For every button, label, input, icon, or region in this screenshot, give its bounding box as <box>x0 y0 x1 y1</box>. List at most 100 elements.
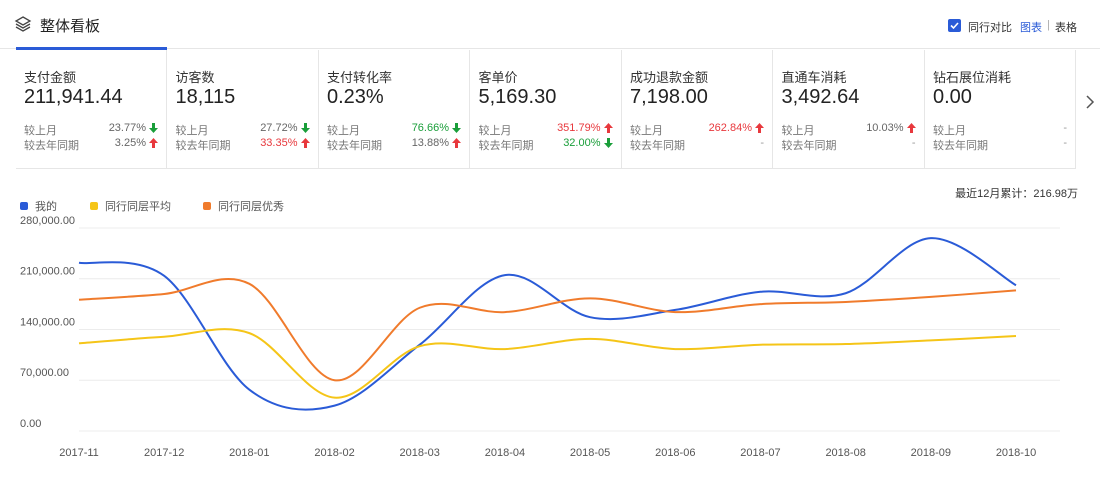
change-value-wrap: 23.77% <box>109 122 158 134</box>
change-row: 较去年同期 - <box>933 137 1067 152</box>
x-tick-label: 2018-06 <box>655 447 695 459</box>
change-value-wrap: 76.66% <box>412 122 461 134</box>
change-value: 33.35% <box>260 137 298 149</box>
change-row: 较去年同期 33.35% <box>175 137 310 152</box>
trend-arrow <box>149 123 158 133</box>
x-tick-label: 2018-04 <box>485 447 525 459</box>
change-value: 32.00% <box>563 137 601 149</box>
x-tick-label: 2018-05 <box>570 447 610 459</box>
header-divider <box>0 48 1100 49</box>
change-label: 较上月 <box>933 125 966 137</box>
metric-card[interactable]: 访客数 18,115 较上月 27.72% 较去年同期 33.35% <box>168 50 319 168</box>
view-separator: | <box>1047 19 1050 31</box>
metric-card[interactable]: 客单价 5,169.30 较上月 351.79% 较去年同期 32.00% <box>471 50 622 168</box>
change-value-wrap: 32.00% <box>563 137 613 149</box>
trend-arrow <box>149 138 158 148</box>
trend-arrow-shape <box>755 123 764 133</box>
trend-arrow-shape <box>452 123 461 133</box>
card-title: 支付金额 <box>24 70 77 85</box>
card-value: 3,492.64 <box>781 86 860 108</box>
card-title: 客单价 <box>478 70 518 85</box>
change-value-wrap: 3.25% <box>115 137 158 149</box>
compare-label[interactable]: 同行对比 <box>968 22 1012 34</box>
card-title: 支付转化率 <box>327 70 393 85</box>
change-value-wrap: - <box>1063 137 1067 149</box>
card-value: 5,169.30 <box>478 86 557 108</box>
card-value: 18,115 <box>175 86 236 108</box>
legend-label: 同行同层平均 <box>105 200 171 213</box>
change-row: 较上月 262.84% <box>630 122 764 137</box>
change-value-wrap: - <box>760 137 764 149</box>
change-value: 3.25% <box>114 137 146 149</box>
x-tick-label: 2018-09 <box>911 447 951 459</box>
x-tick-label: 2018-10 <box>996 447 1036 459</box>
change-value: 76.66% <box>411 122 449 134</box>
change-row: 较去年同期 32.00% <box>478 137 613 152</box>
trend-arrow-shape <box>300 123 310 133</box>
next-arrow[interactable] <box>1084 94 1096 110</box>
change-label: 较上月 <box>781 125 815 137</box>
trend-arrow-shape <box>300 138 310 148</box>
change-value-wrap: 351.79% <box>557 122 613 134</box>
change-label: 较上月 <box>327 125 360 137</box>
y-tick-label: 280,000.00 <box>20 215 75 227</box>
card-value: 7,198.00 <box>630 86 708 108</box>
change-value-wrap: 262.84% <box>709 122 764 134</box>
change-value-wrap: 33.35% <box>260 137 310 149</box>
change-value-wrap: 27.72% <box>260 122 310 134</box>
change-label: 较上月 <box>630 125 663 137</box>
change-value: - <box>911 137 916 149</box>
trend-arrow <box>906 123 916 133</box>
metric-card[interactable]: 钻石展位消耗 0.00 较上月 - 较去年同期 - <box>925 50 1076 168</box>
legend-swatch <box>20 202 28 210</box>
series-line <box>78 237 1017 411</box>
card-value: 211,941.44 <box>24 86 123 108</box>
metric-card[interactable]: 直通车消耗 3,492.64 较上月 10.03% 较去年同期 - <box>774 50 925 168</box>
x-tick-label: 2018-08 <box>825 447 865 459</box>
change-row: 较去年同期 3.25% <box>24 137 158 152</box>
legend-swatch <box>203 202 211 210</box>
x-tick-label: 2018-03 <box>400 447 440 459</box>
series-line <box>78 278 1017 382</box>
chart-view-link[interactable]: 图表 <box>1020 22 1042 34</box>
trend-arrow <box>603 123 613 133</box>
change-row: 较去年同期 - <box>782 137 916 152</box>
change-row: 较上月 76.66% <box>327 122 461 137</box>
x-tick-label: 2018-01 <box>229 447 269 459</box>
change-value: 13.88% <box>411 137 449 149</box>
x-tick-label: 2018-07 <box>740 447 780 459</box>
layers-icon <box>14 16 32 32</box>
trend-arrow <box>603 138 613 148</box>
series-line <box>78 328 1017 399</box>
card-value: 0.00 <box>933 86 972 108</box>
legend-swatch <box>90 202 98 210</box>
trend-arrow <box>300 123 310 133</box>
legend-label: 同行同层优秀 <box>218 200 284 213</box>
change-label: 较去年同期 <box>327 140 382 152</box>
change-label: 较去年同期 <box>933 140 988 152</box>
change-row: 较上月 351.79% <box>479 122 613 137</box>
metric-card[interactable]: 支付金额 211,941.44 较上月 23.77% 较去年同期 3.25% <box>16 50 167 168</box>
change-label: 较去年同期 <box>175 140 231 152</box>
trend-arrow-shape <box>603 123 613 133</box>
trend-arrow <box>755 123 764 133</box>
change-row: 较上月 23.77% <box>24 122 158 137</box>
compare-checkbox[interactable] <box>948 19 961 32</box>
change-row: 较去年同期 - <box>630 137 764 152</box>
metric-card[interactable]: 支付转化率 0.23% 较上月 76.66% 较去年同期 13.88% <box>319 50 470 168</box>
change-label: 较去年同期 <box>478 140 534 152</box>
change-value-wrap: 13.88% <box>412 137 461 149</box>
table-view-link[interactable]: 表格 <box>1055 22 1077 34</box>
card-value: 0.23% <box>327 86 384 108</box>
change-value-wrap: - <box>912 137 916 149</box>
x-tick-label: 2017-11 <box>59 447 99 459</box>
change-label: 较上月 <box>175 125 209 137</box>
change-label: 较上月 <box>24 125 57 137</box>
change-row: 较上月 10.03% <box>781 122 916 137</box>
change-row: 较上月 27.72% <box>175 122 310 137</box>
metric-card[interactable]: 成功退款金额 7,198.00 较上月 262.84% 较去年同期 - <box>622 50 773 168</box>
active-card-indicator <box>16 47 167 50</box>
trend-arrow-shape <box>149 123 158 133</box>
change-row: 较上月 - <box>933 122 1067 137</box>
trend-arrow <box>452 123 461 133</box>
